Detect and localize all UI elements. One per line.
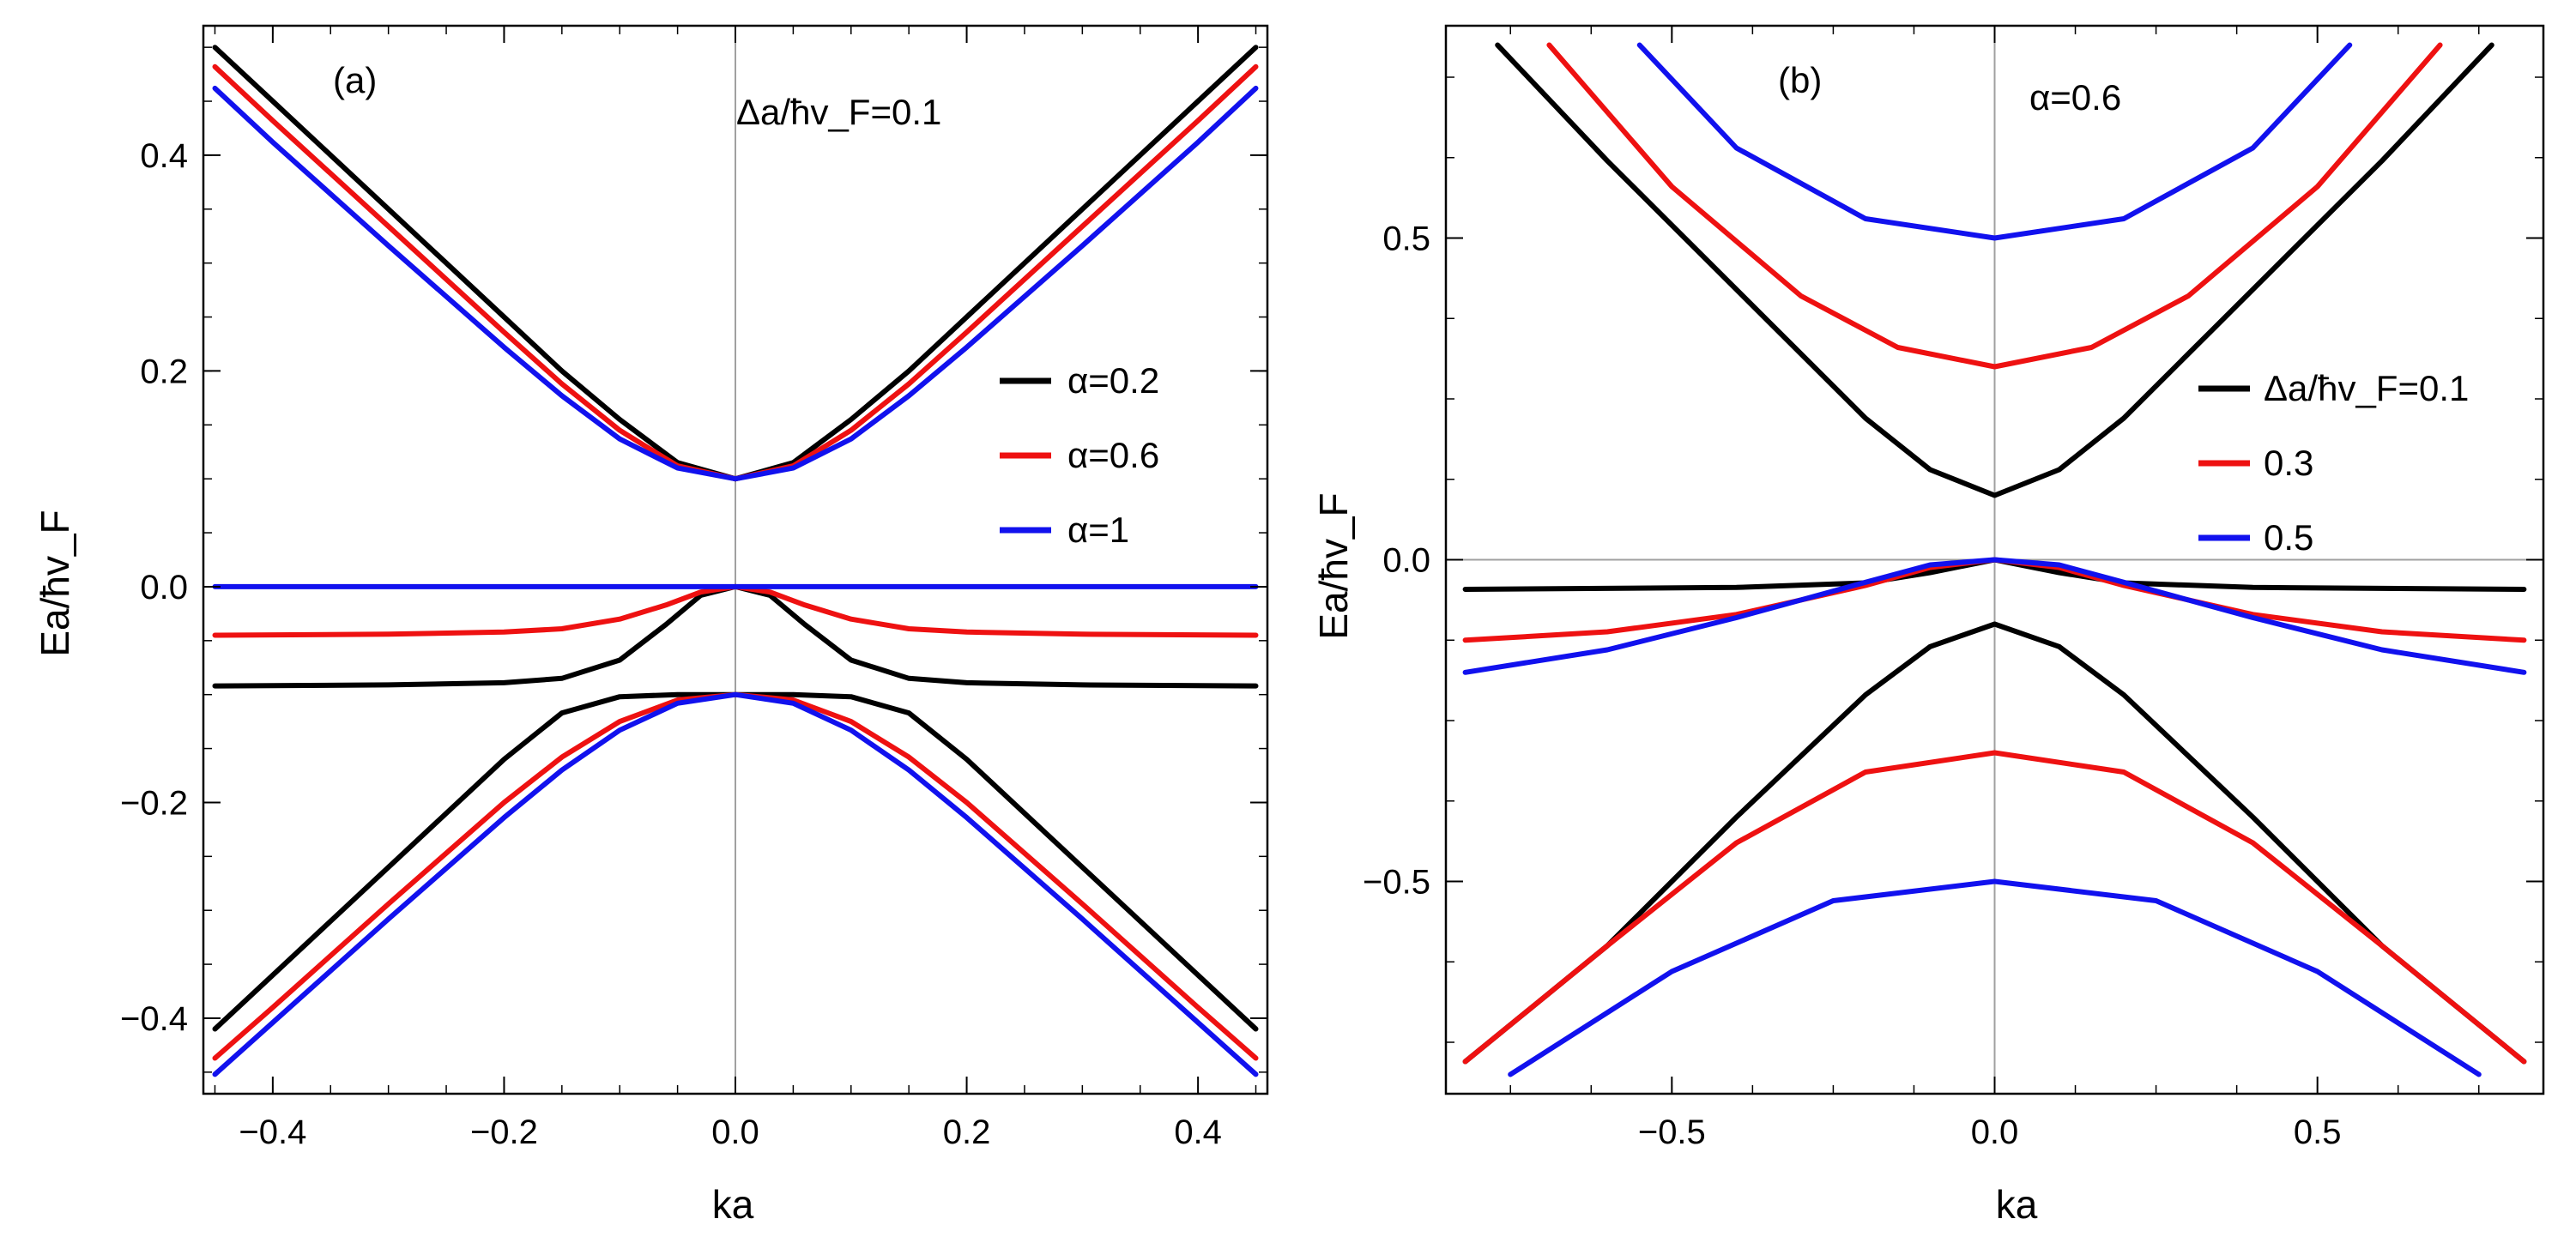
- x-tick-label-b-2: 0.5: [2294, 1113, 2342, 1151]
- panel-a-ylabel: Ea/ħv_F: [33, 510, 77, 656]
- series-line-b-0: [1495, 42, 2494, 498]
- series-line-b-7: [1462, 750, 2527, 1065]
- legend-a-entry-1: α=0.2: [1067, 360, 1159, 401]
- y-tick-label-a-3: 0.2: [140, 353, 188, 390]
- panel-b-legend: Δa/ħv_F=0.1 0.3 0.5: [2198, 368, 2469, 558]
- x-tick-label-b-0: −0.5: [1638, 1113, 1706, 1151]
- panel-b-label: (b): [1778, 60, 1822, 100]
- series-line-b-5: [1462, 557, 2527, 675]
- legend-a-entry-3: α=1: [1067, 510, 1129, 550]
- panel-a: (a) Δa/ħv_F=0.1 ka Ea/ħv_F α=0.2 α=0.6 α…: [33, 24, 1269, 1227]
- panel-b-xlabel: ka: [1996, 1182, 2038, 1227]
- x-tick-label-a-2: 0.0: [711, 1113, 759, 1151]
- panel-b-series-group: [1462, 42, 2527, 1077]
- series-line-b-6: [1462, 621, 2527, 1065]
- legend-b-entry-2: 0.3: [2264, 443, 2313, 483]
- series-line-a-2: [212, 85, 1259, 482]
- panel-a-series-group: [212, 45, 1259, 1077]
- x-tick-label-a-0: −0.4: [239, 1113, 306, 1151]
- y-tick-label-a-2: 0.0: [140, 569, 188, 606]
- legend-a-entry-2: α=0.6: [1067, 435, 1159, 475]
- panel-b-annotation: α=0.6: [2029, 77, 2121, 118]
- legend-b-entry-3: 0.5: [2264, 517, 2313, 558]
- x-tick-label-b-1: 0.0: [1971, 1113, 2019, 1151]
- series-line-b-2: [1636, 42, 2353, 241]
- y-tick-label-b-1: 0.0: [1382, 542, 1430, 580]
- y-tick-label-a-4: 0.4: [140, 137, 188, 175]
- y-tick-label-a-0: −0.4: [120, 1000, 188, 1038]
- panel-b: (b) α=0.6 ka Ea/ħv_F Δa/ħv_F=0.1 0.3 0.5…: [1311, 24, 2545, 1227]
- series-line-b-1: [1546, 42, 2443, 370]
- panel-a-label: (a): [333, 60, 377, 100]
- panel-a-annotation: Δa/ħv_F=0.1: [736, 92, 941, 132]
- panel-b-ylabel: Ea/ħv_F: [1311, 492, 1356, 639]
- series-line-a-8: [212, 691, 1259, 1077]
- y-tick-label-b-0: −0.5: [1363, 864, 1430, 902]
- legend-b-entry-1: Δa/ħv_F=0.1: [2264, 368, 2469, 408]
- y-tick-label-a-1: −0.2: [120, 784, 188, 822]
- panel-a-xlabel: ka: [712, 1182, 754, 1227]
- x-tick-label-a-3: 0.2: [943, 1113, 991, 1151]
- series-line-b-8: [1508, 878, 2482, 1077]
- y-tick-label-b-2: 0.5: [1382, 220, 1430, 258]
- x-tick-label-a-1: −0.2: [470, 1113, 538, 1151]
- panel-a-legend: α=0.2 α=0.6 α=1: [1000, 360, 1159, 550]
- x-tick-label-a-4: 0.4: [1174, 1113, 1222, 1151]
